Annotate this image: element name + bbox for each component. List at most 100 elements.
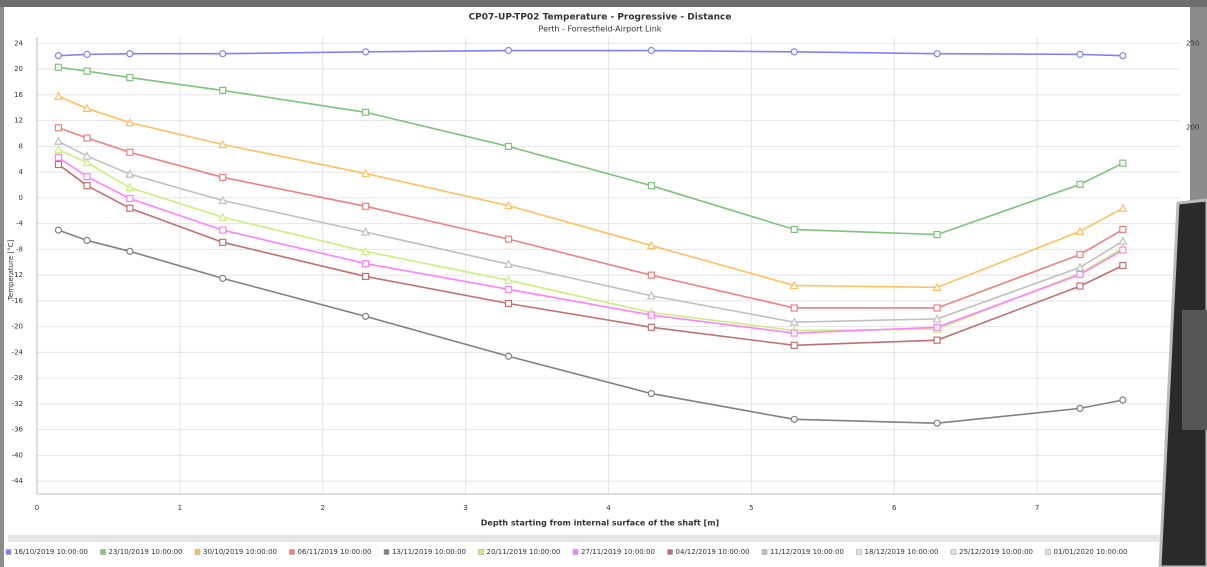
legend-label: 20/11/2019 10:00:00 bbox=[487, 548, 561, 556]
marker bbox=[933, 231, 941, 239]
y-tick-label: 4 bbox=[19, 168, 24, 176]
legend-swatch bbox=[289, 549, 295, 555]
y-tick-label: -40 bbox=[12, 451, 23, 459]
marker bbox=[790, 415, 798, 423]
window-frame bbox=[0, 0, 1207, 7]
scrollbar[interactable] bbox=[8, 535, 1184, 542]
marker bbox=[362, 108, 370, 116]
y-axis-label: Temperature [°C] bbox=[7, 240, 15, 302]
marker bbox=[647, 323, 655, 331]
marker bbox=[1118, 203, 1128, 212]
y-tick-label: -44 bbox=[12, 477, 24, 485]
marker bbox=[362, 259, 370, 268]
marker bbox=[1118, 236, 1128, 245]
marker bbox=[933, 323, 941, 331]
marker bbox=[503, 259, 513, 268]
marker bbox=[1119, 225, 1127, 234]
marker bbox=[218, 139, 228, 149]
marker bbox=[362, 312, 370, 320]
marker bbox=[790, 304, 798, 312]
marker bbox=[933, 336, 941, 344]
marker bbox=[1076, 180, 1084, 188]
marker bbox=[646, 240, 656, 250]
marker bbox=[362, 202, 370, 210]
y2-tick-label: 250 bbox=[1186, 40, 1199, 48]
legend-swatch bbox=[572, 549, 579, 555]
marker bbox=[504, 299, 513, 308]
y-tick-label: 0 bbox=[19, 194, 23, 202]
marker bbox=[219, 238, 227, 246]
x-tick-label: 6 bbox=[892, 504, 897, 512]
marker bbox=[1119, 246, 1127, 254]
marker bbox=[83, 236, 91, 244]
y-tick-label: -28 bbox=[12, 374, 23, 382]
legend-label: 25/12/2019 10:00:00 bbox=[959, 548, 1033, 556]
marker bbox=[504, 352, 513, 360]
legend-swatch bbox=[194, 549, 201, 555]
marker bbox=[83, 182, 91, 190]
x-tick-label: 1 bbox=[178, 504, 182, 512]
marker bbox=[1075, 226, 1085, 235]
legend-label: 16/10/2019 10:00:00 bbox=[14, 548, 88, 556]
legend-swatch bbox=[761, 549, 768, 555]
legend-swatch bbox=[856, 549, 862, 555]
marker bbox=[504, 285, 513, 293]
marker bbox=[1076, 270, 1084, 279]
marker bbox=[362, 48, 370, 56]
chart-background bbox=[4, 7, 1190, 567]
marker bbox=[933, 304, 941, 312]
marker bbox=[789, 317, 799, 326]
marker bbox=[54, 226, 63, 234]
marker bbox=[1119, 52, 1127, 60]
marker bbox=[1076, 282, 1084, 290]
marker bbox=[126, 73, 134, 82]
marker bbox=[790, 48, 798, 56]
marker bbox=[83, 67, 91, 75]
y-tick-label: 16 bbox=[14, 91, 23, 99]
y-tick-label: 20 bbox=[14, 65, 23, 73]
marker bbox=[82, 103, 92, 113]
marker bbox=[219, 226, 227, 234]
x-tick-label: 7 bbox=[1035, 504, 1039, 512]
marker bbox=[361, 227, 371, 236]
y-tick-label: -4 bbox=[16, 220, 24, 228]
photo-detail bbox=[1182, 310, 1207, 430]
legend-label: 23/10/2019 10:00:00 bbox=[109, 548, 183, 556]
marker bbox=[218, 195, 228, 205]
marker bbox=[54, 52, 63, 60]
marker bbox=[83, 173, 91, 181]
marker bbox=[83, 50, 91, 58]
legend-label: 18/12/2019 10:00:00 bbox=[865, 548, 939, 556]
y-tick-label: 24 bbox=[14, 39, 23, 47]
marker bbox=[933, 419, 941, 427]
legend-label: 30/10/2019 10:00:00 bbox=[203, 548, 277, 556]
marker bbox=[504, 46, 513, 55]
legend-swatch bbox=[1045, 549, 1051, 555]
marker bbox=[126, 204, 134, 212]
marker bbox=[54, 153, 63, 161]
marker bbox=[503, 200, 513, 210]
marker bbox=[219, 274, 227, 282]
legend-swatch bbox=[100, 549, 106, 555]
marker bbox=[54, 160, 63, 169]
legend-label: 06/11/2019 10:00:00 bbox=[298, 548, 372, 556]
marker bbox=[1119, 159, 1127, 167]
marker bbox=[125, 169, 135, 178]
marker bbox=[82, 157, 92, 167]
x-tick-label: 0 bbox=[35, 504, 39, 512]
marker bbox=[647, 389, 655, 398]
x-tick-label: 3 bbox=[463, 504, 467, 512]
legend-label: 01/01/2020 10:00:00 bbox=[1054, 548, 1128, 556]
marker bbox=[53, 136, 63, 145]
marker bbox=[126, 247, 134, 255]
marker bbox=[83, 134, 91, 142]
y-tick-label: -12 bbox=[12, 271, 23, 279]
marker bbox=[219, 173, 227, 181]
y-tick-label: -36 bbox=[12, 426, 24, 434]
legend-swatch bbox=[5, 549, 12, 555]
legend-label: 13/11/2019 10:00:00 bbox=[392, 548, 466, 556]
marker bbox=[126, 50, 134, 58]
x-axis-label: Depth starting from internal surface of … bbox=[481, 519, 719, 528]
legend-label: 04/12/2019 10:00:00 bbox=[676, 548, 750, 556]
